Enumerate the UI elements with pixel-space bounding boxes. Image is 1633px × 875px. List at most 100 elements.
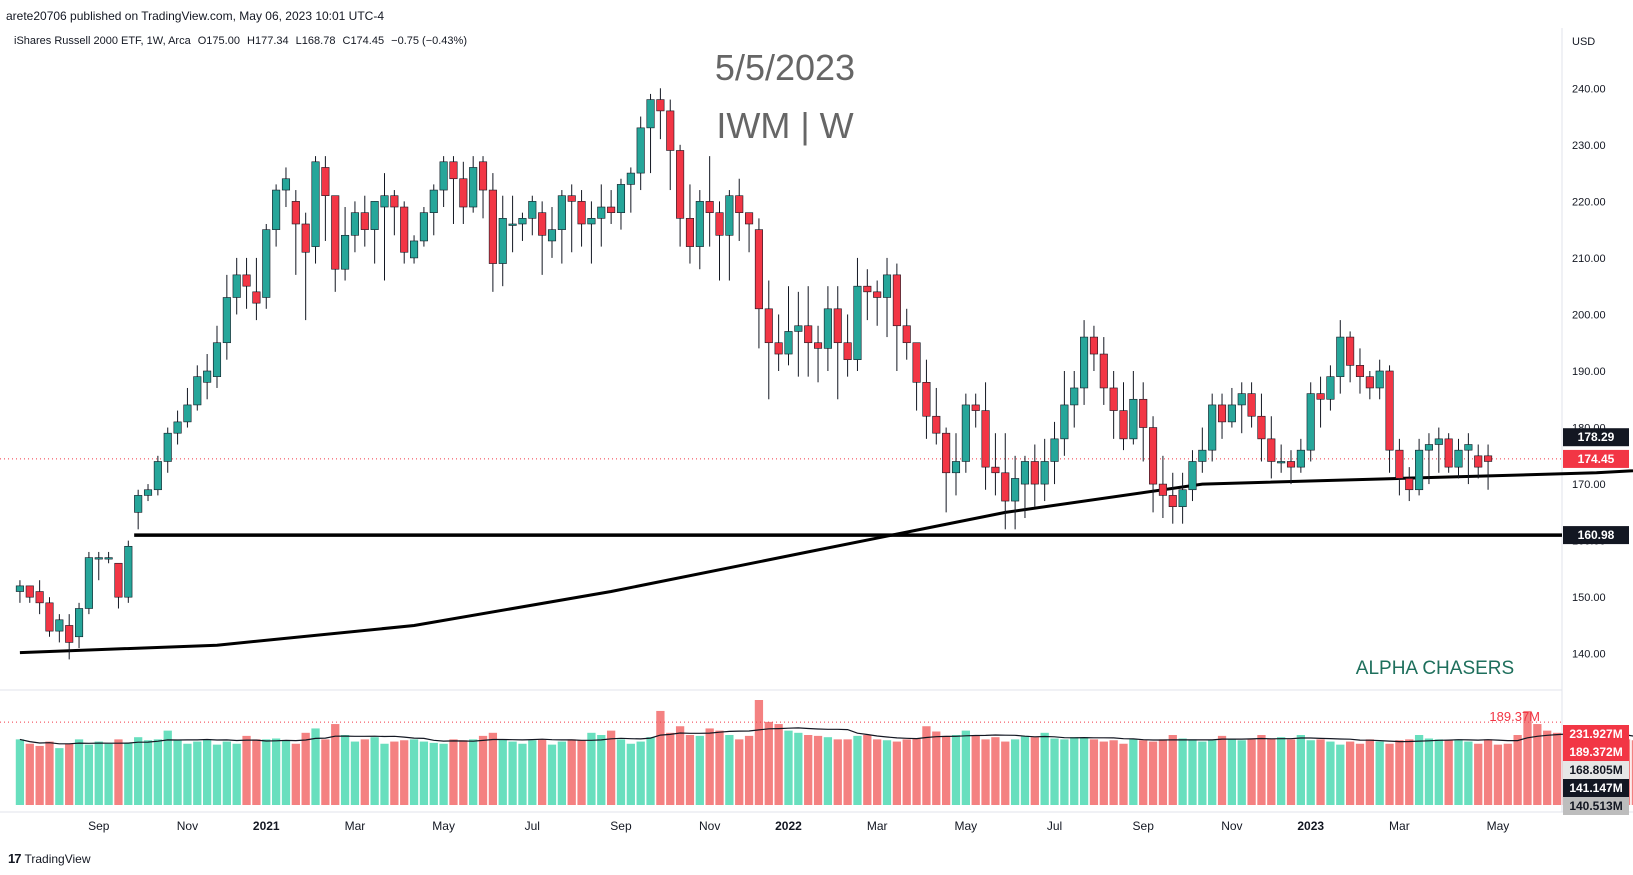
- price-badge-bg: [1563, 449, 1629, 468]
- candle: [823, 286, 832, 371]
- candle: [656, 88, 665, 140]
- candle-body: [942, 432, 951, 474]
- candle: [1336, 320, 1345, 394]
- footer-brand[interactable]: 17 TradingView: [8, 851, 91, 866]
- candle: [390, 190, 399, 236]
- candle-body: [656, 99, 665, 112]
- candle: [25, 585, 34, 603]
- volume-bar: [1316, 739, 1325, 805]
- volume-bar: [902, 739, 911, 805]
- candle-body: [754, 229, 763, 310]
- candle-body: [971, 404, 980, 411]
- candle-body: [1001, 472, 1010, 502]
- candle: [1060, 371, 1069, 456]
- volume-bar: [705, 728, 714, 805]
- volume-bar: [1060, 739, 1069, 805]
- volume-bar: [863, 735, 872, 805]
- ma-line: [19, 469, 1633, 655]
- time-tick-label: Mar: [867, 819, 888, 833]
- candle-body: [1267, 438, 1276, 462]
- candle-body: [715, 212, 724, 236]
- volume-bar: [1533, 724, 1542, 805]
- volume-badge-bg: [1563, 761, 1629, 779]
- candle-body: [853, 285, 862, 360]
- volume-bar: [35, 745, 44, 805]
- moving-average: [19, 469, 1633, 655]
- candle: [577, 190, 586, 247]
- candle: [281, 167, 291, 208]
- volume-ma-line: [19, 727, 1633, 745]
- price-tick-label: 150.00: [1572, 592, 1606, 604]
- volume-bar: [1385, 743, 1394, 805]
- candle: [449, 156, 458, 224]
- volume-bar: [656, 710, 665, 805]
- candle-body: [232, 274, 241, 298]
- candle: [262, 223, 271, 309]
- candle: [193, 365, 202, 411]
- candle: [360, 195, 369, 247]
- candle: [794, 291, 803, 377]
- candle-body: [291, 201, 300, 225]
- candle-body: [262, 229, 271, 298]
- candle-body: [1060, 404, 1069, 440]
- symbol-name[interactable]: iShares Russell 2000 ETF, 1W, Arca: [14, 35, 191, 47]
- symbol-legend: iShares Russell 2000 ETF, 1W, Arca O175.…: [14, 35, 471, 47]
- candle-body: [951, 461, 961, 474]
- candle: [410, 235, 419, 264]
- candle-body: [498, 218, 507, 264]
- candle: [607, 190, 616, 224]
- volume-bar: [1050, 738, 1059, 805]
- candle: [15, 580, 24, 603]
- candle-body: [153, 461, 162, 491]
- candle-body: [626, 172, 635, 185]
- candle: [922, 359, 931, 439]
- volume-bar: [971, 735, 980, 805]
- candle: [1454, 438, 1463, 479]
- candle-body: [695, 201, 704, 247]
- volume-bar: [1148, 741, 1158, 805]
- volume-bar: [291, 743, 300, 805]
- volume-bar: [1414, 735, 1424, 805]
- time-tick-label: May: [432, 819, 455, 833]
- volume-bar: [1129, 739, 1138, 805]
- candle: [567, 184, 576, 253]
- candle: [1070, 371, 1079, 428]
- candle: [1415, 438, 1424, 496]
- volume-bar: [1296, 735, 1305, 805]
- candle-body: [1158, 483, 1167, 496]
- support-line: [0, 458, 1562, 537]
- volume-bar: [735, 739, 744, 805]
- volume-bar: [1513, 735, 1522, 805]
- volume-bar: [754, 700, 764, 805]
- candle: [212, 325, 222, 388]
- volume-bar: [774, 724, 783, 805]
- candle: [94, 551, 103, 581]
- volume-bar: [25, 743, 34, 805]
- candle-body: [1296, 449, 1305, 468]
- candle-body: [567, 195, 576, 202]
- candle: [1227, 387, 1236, 428]
- candle: [843, 314, 852, 377]
- candle-body: [1050, 438, 1059, 462]
- volume-bar: [1434, 739, 1443, 805]
- volume-bar: [1552, 732, 1562, 805]
- candle-body: [764, 308, 773, 344]
- volume-annotation: 189.37M: [1489, 709, 1540, 724]
- volume-bar: [784, 730, 793, 805]
- volume-bar: [1523, 710, 1532, 805]
- candle: [45, 597, 54, 637]
- volume-bar: [508, 741, 517, 805]
- volume-bar: [1326, 741, 1335, 805]
- candle-body: [745, 212, 754, 225]
- candle: [469, 156, 478, 213]
- volume-bar: [1178, 738, 1187, 805]
- volume-bar: [232, 743, 241, 805]
- candle-body: [272, 189, 281, 230]
- candle-body: [488, 189, 497, 264]
- volume-bar: [1464, 741, 1473, 805]
- candle: [518, 212, 527, 241]
- candle: [804, 286, 813, 377]
- volume-bar: [882, 740, 892, 805]
- candle: [163, 427, 172, 473]
